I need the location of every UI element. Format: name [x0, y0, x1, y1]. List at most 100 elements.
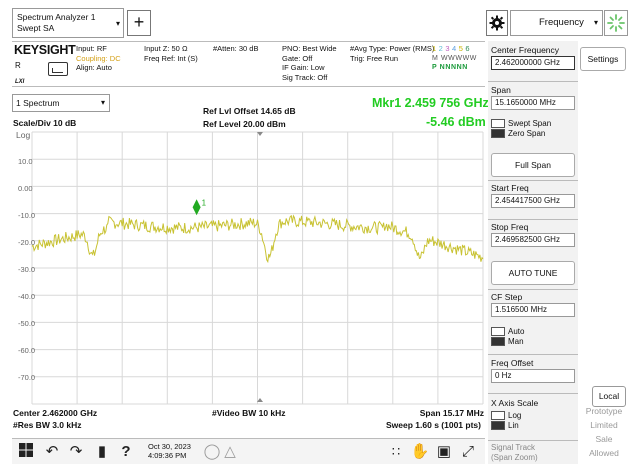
zero-span-label: Zero Span	[508, 129, 546, 138]
notice-line: Allowed	[589, 448, 619, 458]
local-button[interactable]: Local	[592, 386, 626, 407]
span-control[interactable]: Span 15.1650000 MHz	[488, 85, 578, 110]
freq-ref-setting: Freq Ref: Int (S)	[144, 53, 198, 63]
redo-icon[interactable]: ↷	[69, 443, 83, 460]
y-tick-label: -50.0	[18, 319, 36, 328]
window-select[interactable]: 1 Spectrum ▾	[12, 94, 110, 112]
marker-diamond-icon	[192, 199, 201, 216]
log-option[interactable]: Log	[488, 411, 578, 421]
trace-number: 1	[432, 44, 437, 53]
full-span-button[interactable]: Full Span	[491, 153, 575, 177]
signal-track-label: Signal Track	[491, 443, 536, 452]
touch-icon[interactable]: ✋	[410, 443, 430, 460]
input-settings[interactable]: Input: RF Coupling: DC Align: Auto	[76, 44, 121, 73]
fullscreen-icon[interactable]: ⤢	[461, 443, 474, 460]
swept-span-label: Swept Span	[508, 119, 552, 128]
x-axis-scale-label: X Axis Scale	[491, 398, 539, 408]
windows-logo-icon	[19, 443, 33, 457]
add-screen-button[interactable]: +	[127, 10, 151, 36]
man-option[interactable]: Man	[488, 337, 578, 347]
undo-icon[interactable]: ↶	[45, 443, 59, 460]
gear-icon	[489, 15, 505, 31]
window-icon[interactable]: ▣	[436, 443, 452, 460]
cf-step-label: CF Step	[491, 292, 523, 302]
marker-1[interactable]: 1	[192, 198, 207, 216]
settings-gear-button[interactable]	[486, 10, 508, 36]
start-frequency-control[interactable]: Start Freq 2.454417500 GHz	[488, 183, 578, 208]
span-label: Span	[491, 85, 511, 95]
center-frequency-field[interactable]: 2.462000000 GHz	[491, 56, 575, 70]
signal-track-control[interactable]: Signal Track (Span Zoom)	[488, 443, 538, 463]
bandwidth-settings[interactable]: PNO: Best Wide Gate: Off IF Gain: Low Si…	[282, 44, 337, 82]
stop-frequency-field[interactable]: 2.469582500 GHz	[491, 233, 575, 247]
trigger-settings[interactable]: #Avg Type: Power (RMS) Trig: Free Run	[350, 44, 434, 63]
x-axis-scale-control[interactable]: X Axis Scale Log Lin	[488, 398, 578, 431]
measurement-mode-select[interactable]: Spectrum Analyzer 1 Swept SA ▾	[12, 8, 124, 38]
trace-number: 3	[445, 44, 450, 53]
auto-tune-button[interactable]: AUTO TUNE	[491, 261, 575, 285]
chevron-down-icon: ▾	[593, 18, 598, 27]
auto-option[interactable]: Auto	[488, 327, 578, 337]
y-tick-label: -70.0	[18, 373, 36, 382]
full-span-control[interactable]: Full Span	[488, 153, 578, 177]
swept-span-option[interactable]: Swept Span	[488, 119, 578, 129]
marker-amplitude-readout: -5.46 dBm	[426, 115, 486, 129]
menu-select[interactable]: Frequency ▾	[510, 10, 603, 36]
center-frequency-control[interactable]: Center Frequency 2.462000000 GHz	[488, 45, 578, 70]
lin-option[interactable]: Lin	[488, 421, 578, 431]
message-icon[interactable]	[48, 62, 68, 76]
trace-number: 4	[452, 44, 457, 53]
notice-line: Limited	[590, 420, 618, 430]
chevron-down-icon: ▾	[115, 19, 120, 28]
instrument-info-bar: KEYSIGHT R LXI Input: RF Coupling: DC Al…	[12, 41, 485, 87]
start-frequency-field[interactable]: 2.454417500 GHz	[491, 194, 575, 208]
lin-label: Lin	[508, 421, 519, 430]
spectrum-graph[interactable]: 1 10.0 0.00 -10.0 -20.0 -30.0 -40.0 -50.…	[12, 128, 485, 408]
signal-track-sublabel: (Span Zoom)	[491, 453, 538, 462]
freq-offset-field[interactable]: 0 Hz	[491, 369, 575, 383]
cf-step-control[interactable]: CF Step 1.516500 MHz	[488, 292, 578, 317]
stop-frequency-control[interactable]: Stop Freq 2.469582500 GHz	[488, 222, 578, 247]
settings-button[interactable]: Settings	[580, 47, 626, 71]
cf-step-field[interactable]: 1.516500 MHz	[491, 303, 575, 317]
help-icon[interactable]: ?	[121, 443, 131, 460]
span-field[interactable]: 15.1650000 MHz	[491, 96, 575, 110]
triangle-icon: △	[224, 443, 236, 460]
auto-tune-control[interactable]: AUTO TUNE	[488, 261, 578, 285]
window-select-label: 1 Spectrum	[16, 98, 60, 108]
mode-measurement-name: Swept SA	[17, 23, 55, 33]
swept-zero-toggle[interactable]: Swept Span Zero Span	[488, 119, 578, 139]
radio-indicator	[491, 411, 505, 421]
video-bandwidth-annotation: #Video BW 10 kHz	[212, 408, 286, 418]
divider	[488, 180, 578, 181]
notice-line: Sale	[595, 434, 613, 444]
freq-offset-control[interactable]: Freq Offset 0 Hz	[488, 358, 578, 383]
divider	[488, 354, 578, 355]
windows-start-icon[interactable]	[16, 442, 36, 462]
sig-track-setting: Sig Track: Off	[282, 72, 328, 82]
attenuation-settings[interactable]: #Atten: 30 dB	[213, 44, 258, 54]
y-tick-label: 10.0	[18, 157, 33, 166]
center-frequency-annotation: Center 2.462000 GHz	[13, 408, 98, 418]
y-tick-label: -20.0	[18, 238, 36, 247]
center-triangle-icon	[257, 132, 263, 136]
frequency-settings-panel: Center Frequency 2.462000000 GHz Span 15…	[488, 41, 578, 464]
ref-level-offset: Ref Lvl Offset 14.65 dB	[203, 106, 296, 116]
cf-step-mode-toggle[interactable]: Auto Man	[488, 327, 578, 347]
avg-type-setting: #Avg Type: Power (RMS)	[350, 44, 435, 53]
scale-type-label: Log	[16, 130, 31, 140]
zero-span-option[interactable]: Zero Span	[488, 129, 578, 139]
file-icon[interactable]: ▮	[97, 443, 107, 460]
radio-indicator	[491, 337, 505, 347]
if-gain-setting: IF Gain: Low	[282, 63, 325, 72]
impedance-settings[interactable]: Input Z: 50 Ω Freq Ref: Int (S)	[144, 44, 198, 63]
marker-number: 1	[202, 198, 207, 207]
keypad-icon[interactable]: ∷	[391, 444, 401, 459]
preset-button[interactable]	[604, 10, 628, 36]
divider	[488, 393, 578, 394]
lxi-indicator: LXI	[15, 79, 25, 85]
taskbar: ↶ ↷ ▮ ? Oct 30, 2023 4:09:36 PM ◯ △ ∷ ✋ …	[12, 438, 485, 464]
man-label: Man	[508, 337, 524, 346]
